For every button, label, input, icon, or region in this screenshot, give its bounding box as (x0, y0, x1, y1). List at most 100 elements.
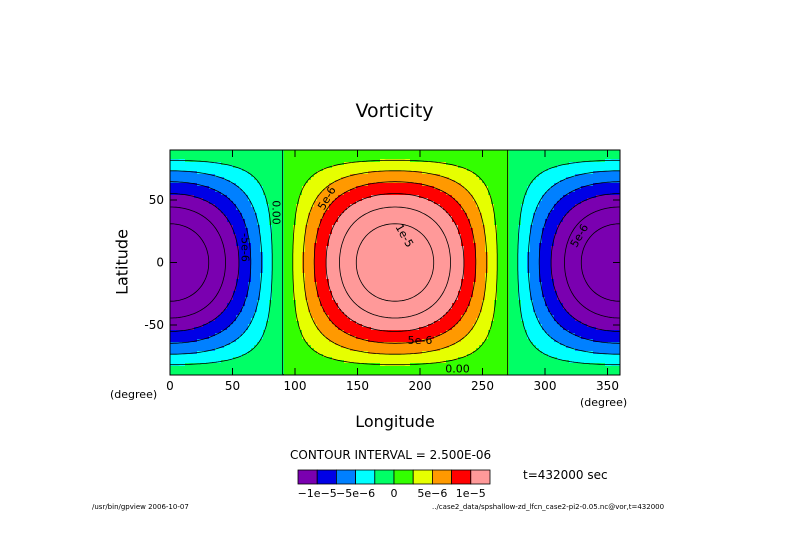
field-cell (230, 282, 234, 286)
field-cell (278, 231, 282, 235)
field-cell (275, 363, 279, 367)
field-cell (278, 225, 282, 229)
field-cell (191, 234, 195, 238)
field-cell (251, 363, 255, 367)
field-cell (215, 222, 219, 226)
field-cell (233, 306, 237, 310)
field-cell (242, 324, 246, 328)
field-cell (188, 171, 192, 175)
field-cell (224, 204, 228, 208)
field-cell (275, 180, 279, 184)
field-cell (203, 252, 207, 256)
field-cell (224, 159, 228, 163)
field-cell (170, 258, 174, 262)
field-cell (263, 240, 267, 244)
field-cell (263, 198, 267, 202)
field-cell (269, 345, 273, 349)
field-cell (239, 348, 243, 352)
field-cell (248, 366, 252, 370)
field-cell (173, 153, 177, 157)
field-cell (224, 165, 228, 169)
field-cell (269, 354, 273, 358)
field-cell (224, 306, 228, 310)
field-cell (191, 369, 195, 373)
field-cell (272, 270, 276, 274)
field-cell (224, 369, 228, 373)
field-cell (221, 210, 225, 214)
field-cell (260, 351, 264, 355)
field-cell (233, 162, 237, 166)
field-cell (206, 177, 210, 181)
field-cell (275, 351, 279, 355)
field-cell (278, 258, 282, 262)
field-cell (170, 177, 174, 181)
field-cell (254, 297, 258, 301)
field-cell (245, 348, 249, 352)
field-cell (239, 312, 243, 316)
field-cell (257, 177, 261, 181)
field-cell (230, 366, 234, 370)
field-cell (230, 285, 234, 289)
field-cell (188, 231, 192, 235)
field-cell (248, 345, 252, 349)
field-cell (191, 315, 195, 319)
field-cell (206, 369, 210, 373)
field-cell (266, 177, 270, 181)
field-cell (221, 267, 225, 271)
field-cell (236, 210, 240, 214)
field-cell (248, 216, 252, 220)
field-cell (272, 177, 276, 181)
field-cell (227, 180, 231, 184)
field-cell (233, 363, 237, 367)
field-cell (182, 177, 186, 181)
field-cell (170, 231, 174, 235)
field-cell (215, 237, 219, 241)
field-cell (221, 198, 225, 202)
field-cell (200, 201, 204, 205)
field-cell (179, 351, 183, 355)
field-cell (275, 369, 279, 373)
field-cell (209, 300, 213, 304)
field-cell (236, 183, 240, 187)
field-cell (212, 300, 216, 304)
field-cell (272, 309, 276, 313)
field-cell (194, 366, 198, 370)
field-cell (257, 219, 261, 223)
field-cell (176, 234, 180, 238)
field-cell (218, 255, 222, 259)
field-cell (275, 246, 279, 250)
field-cell (239, 351, 243, 355)
field-cell (257, 282, 261, 286)
field-cell (239, 330, 243, 334)
field-cell (218, 372, 222, 375)
field-cell (179, 156, 183, 160)
field-cell (218, 252, 222, 256)
field-cell (206, 291, 210, 295)
field-cell (194, 255, 198, 259)
field-cell (248, 180, 252, 184)
field-cell (245, 270, 249, 274)
field-cell (248, 282, 252, 286)
field-cell (218, 249, 222, 253)
field-cell (203, 291, 207, 295)
field-cell (209, 219, 213, 223)
field-cell (212, 333, 216, 337)
field-cell (278, 204, 282, 208)
field-cell (218, 282, 222, 286)
field-cell (278, 261, 282, 265)
field-cell (209, 222, 213, 226)
field-cell (215, 156, 219, 160)
field-cell (173, 210, 177, 214)
field-cell (188, 357, 192, 361)
field-cell (269, 171, 273, 175)
field-cell (242, 351, 246, 355)
field-cell (206, 276, 210, 280)
field-cell (218, 180, 222, 184)
field-cell (188, 282, 192, 286)
field-cell (245, 360, 249, 364)
field-cell (284, 264, 288, 268)
field-cell (254, 345, 258, 349)
field-cell (206, 300, 210, 304)
field-cell (188, 300, 192, 304)
field-cell (176, 204, 180, 208)
